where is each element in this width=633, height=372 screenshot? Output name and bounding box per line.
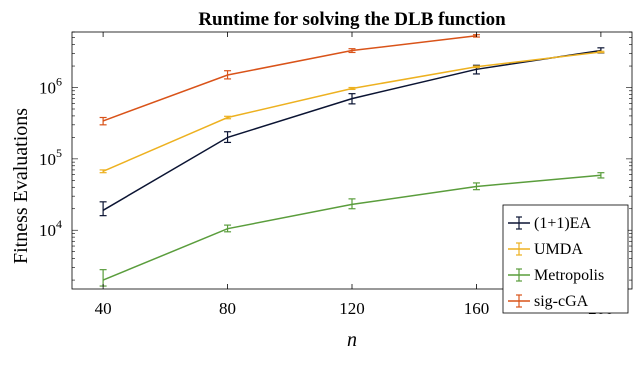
data-point-errorbar <box>100 118 107 125</box>
chart-title: Runtime for solving the DLB function <box>198 9 506 30</box>
y-axis-label: Fitness Evaluations <box>10 108 32 264</box>
y-tick-label: 104 <box>39 217 62 240</box>
legend-label: sig-cGA <box>534 293 589 310</box>
legend-item: sig-cGA <box>508 293 589 310</box>
x-tick-label: 120 <box>339 299 365 318</box>
legend-item: (1+1)EA <box>508 215 591 232</box>
legend-label: Metropolis <box>534 267 604 284</box>
x-tick-label: 160 <box>464 299 490 318</box>
data-point-errorbar <box>100 270 107 286</box>
legend-label: UMDA <box>534 241 583 258</box>
series-line <box>103 52 601 171</box>
legend: (1+1)EA UMDA Metropolis sig-cGA <box>503 205 628 313</box>
legend-label: (1+1)EA <box>534 215 591 232</box>
data-point-errorbar <box>100 170 107 173</box>
x-tick-label: 40 <box>95 299 112 318</box>
x-tick-label: 80 <box>219 299 236 318</box>
y-tick-label: 105 <box>39 146 62 169</box>
legend-item: UMDA <box>508 241 583 258</box>
x-axis-label: n <box>347 329 357 351</box>
y-tick-label: 106 <box>39 75 62 98</box>
series-line <box>103 51 601 211</box>
series-line <box>103 36 476 121</box>
